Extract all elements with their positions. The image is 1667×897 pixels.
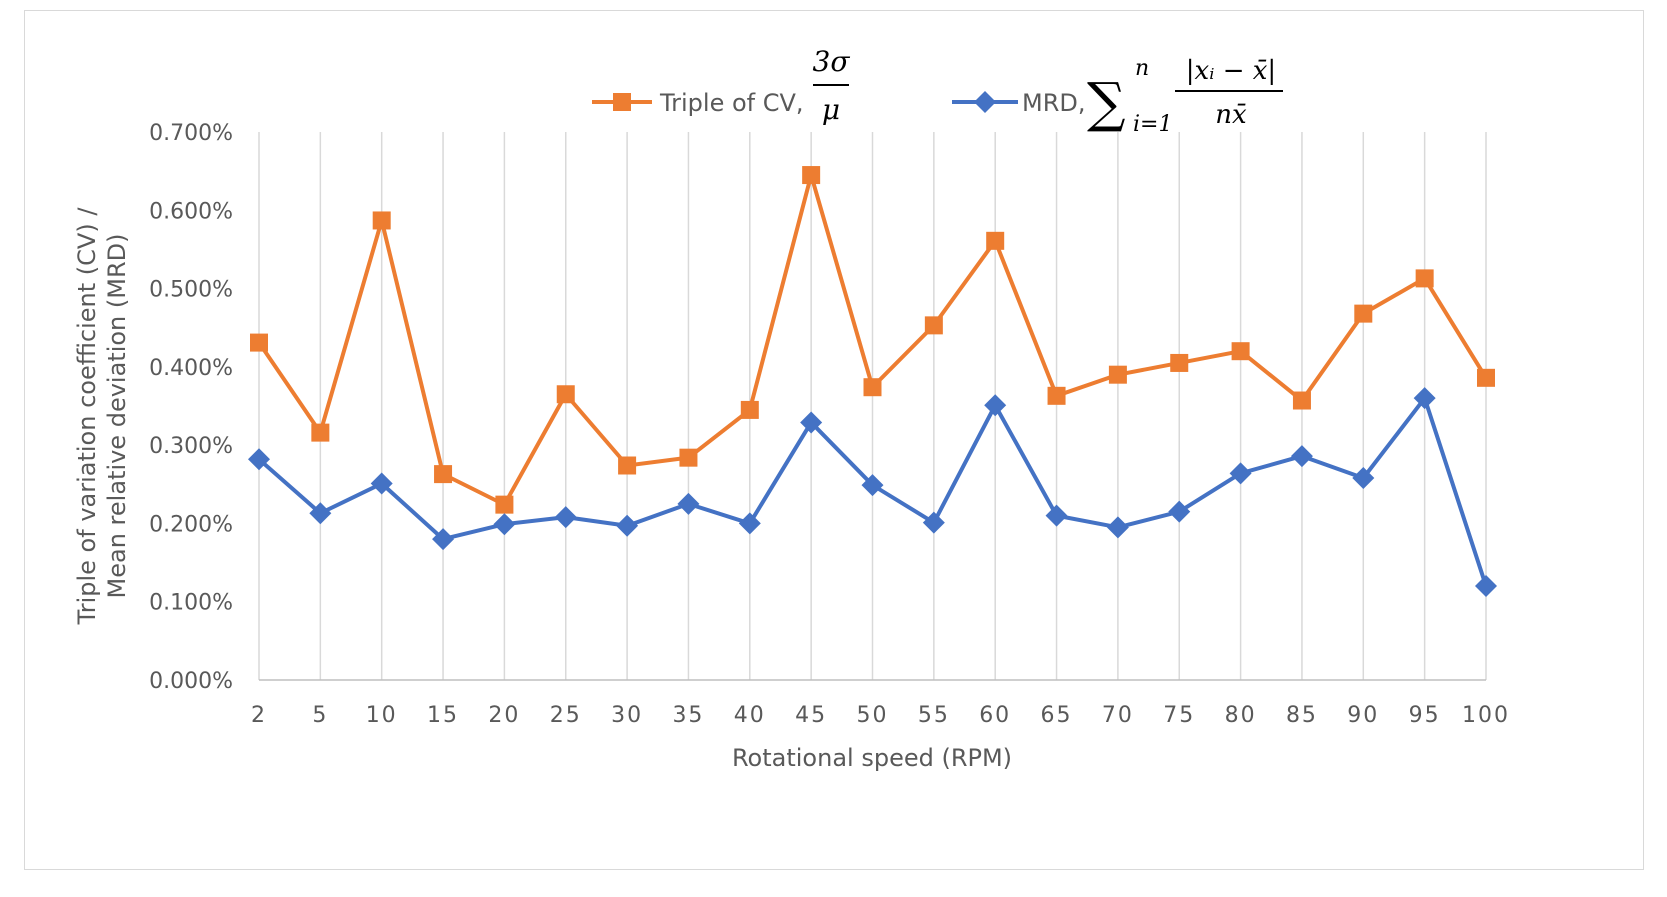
- data-point-square: [618, 456, 637, 475]
- x-tick-label: 65: [1041, 703, 1073, 728]
- legend-label-mrd: MRD,: [1022, 89, 1086, 117]
- data-point-square: [679, 448, 698, 467]
- data-point-square: [495, 495, 514, 514]
- data-point-diamond: [800, 411, 823, 434]
- x-tick-label: 5: [312, 703, 328, 728]
- x-tick-label: 50: [857, 703, 889, 728]
- data-point-diamond: [1413, 387, 1436, 410]
- data-point-diamond: [922, 511, 945, 534]
- data-point-square: [802, 166, 821, 185]
- data-point-diamond: [1045, 504, 1068, 527]
- data-point-square: [1292, 391, 1311, 410]
- legend-label-cv: Triple of CV,: [659, 89, 804, 117]
- data-point-square: [863, 378, 882, 397]
- y-tick-label: 0.000%: [149, 669, 233, 694]
- data-point-square: [434, 465, 453, 484]
- x-tick-label: 80: [1225, 703, 1257, 728]
- data-point-diamond: [1290, 445, 1313, 468]
- y-tick-label: 0.600%: [149, 199, 233, 224]
- formula-mrd-sum-lower: i=1: [1133, 112, 1172, 137]
- x-tick-label: 85: [1286, 703, 1318, 728]
- x-tick-label: 60: [979, 703, 1011, 728]
- y-axis-title-line-1: Triple of variation coefficient (CV) /: [73, 207, 101, 626]
- y-tick-label: 0.400%: [149, 356, 233, 381]
- line-chart: 0.000% 0.100% 0.200% 0.300% 0.400% 0.500% 0.60…: [73, 45, 1510, 772]
- data-point-square: [1170, 353, 1189, 372]
- data-point-diamond: [493, 513, 516, 536]
- y-tick-label: 0.200%: [149, 512, 233, 537]
- legend-item-cv: Triple of CV, 3σ μ: [592, 45, 850, 126]
- legend: Triple of CV, 3σ μ MRD, ∑ n i=1 |xᵢ − x̄…: [592, 45, 1283, 137]
- data-point-diamond: [1168, 500, 1191, 523]
- x-tick-label: 30: [611, 703, 643, 728]
- series-cv: [250, 166, 1495, 514]
- data-point-diamond: [432, 528, 455, 551]
- x-tick-label: 35: [672, 703, 704, 728]
- series-mrd: [248, 387, 1497, 598]
- x-tick-label: 40: [734, 703, 766, 728]
- x-tick-label: 55: [918, 703, 950, 728]
- data-point-diamond: [1475, 575, 1497, 598]
- legend-marker-square: [613, 93, 631, 111]
- data-point-square: [1354, 304, 1373, 323]
- x-tick-label: 2: [251, 703, 267, 728]
- data-point-square: [311, 423, 330, 442]
- data-point-square: [1477, 368, 1495, 387]
- series-lines: [248, 166, 1497, 598]
- legend-marker-diamond: [974, 91, 996, 113]
- data-point-diamond: [738, 512, 761, 535]
- data-point-diamond: [861, 474, 884, 497]
- data-point-square: [1415, 269, 1434, 288]
- formula-cv-numerator: 3σ: [813, 45, 851, 78]
- x-tick-label: 100: [1462, 703, 1510, 728]
- x-tick-label: 75: [1163, 703, 1195, 728]
- formula-mrd: ∑ n i=1 |xᵢ − x̄| nx̄: [1087, 56, 1283, 137]
- data-point-square: [1108, 365, 1127, 384]
- data-point-diamond: [677, 492, 700, 515]
- data-point-square: [250, 333, 268, 352]
- data-point-square: [1047, 386, 1066, 405]
- data-point-diamond: [370, 472, 393, 495]
- y-tick-label: 0.100%: [149, 591, 233, 616]
- data-point-square: [986, 231, 1005, 250]
- y-axis-title: Triple of variation coefficient (CV) / M…: [73, 207, 131, 626]
- data-point-square: [372, 211, 391, 230]
- data-point-diamond: [554, 506, 577, 529]
- y-tick-label: 0.300%: [149, 434, 233, 459]
- x-tick-label: 15: [427, 703, 459, 728]
- data-point-square: [556, 385, 575, 404]
- formula-mrd-numerator: |xᵢ − x̄|: [1186, 56, 1276, 86]
- data-point-diamond: [1106, 516, 1129, 539]
- data-point-diamond: [984, 394, 1007, 417]
- x-axis-title: Rotational speed (RPM): [732, 744, 1012, 772]
- data-point-square: [740, 400, 759, 419]
- data-point-diamond: [1352, 467, 1375, 490]
- y-tick-label: 0.500%: [149, 278, 233, 303]
- formula-mrd-sum-upper: n: [1135, 56, 1149, 81]
- data-point-diamond: [616, 514, 639, 537]
- data-point-diamond: [248, 448, 270, 471]
- y-tick-label: 0.700%: [149, 121, 233, 146]
- x-tick-label: 90: [1347, 703, 1379, 728]
- formula-mrd-sum-symbol: ∑: [1087, 71, 1126, 134]
- x-tick-label: 45: [795, 703, 827, 728]
- data-point-square: [1231, 342, 1250, 361]
- data-point-diamond: [309, 502, 332, 525]
- formula-mrd-denominator: nx̄: [1215, 100, 1247, 130]
- data-point-diamond: [1229, 462, 1252, 485]
- x-tick-label: 70: [1102, 703, 1134, 728]
- y-axis-title-line-2: Mean relative deviation (MRD): [103, 234, 131, 599]
- x-tick-label: 20: [488, 703, 520, 728]
- x-tick-label: 10: [366, 703, 398, 728]
- y-tick-labels: 0.000% 0.100% 0.200% 0.300% 0.400% 0.500% 0.60…: [149, 121, 233, 694]
- formula-cv: 3σ μ: [813, 45, 851, 126]
- x-tick-label: 95: [1409, 703, 1441, 728]
- data-point-square: [924, 316, 943, 335]
- formula-cv-denominator: μ: [822, 93, 840, 126]
- x-tick-labels: 2 5 10 15 20 25 30 35 40 45 50 55 60 65 70 75 80 85 90 95 10…: [251, 703, 1510, 728]
- legend-item-mrd: MRD, ∑ n i=1 |xᵢ − x̄| nx̄: [952, 56, 1283, 137]
- x-tick-label: 25: [550, 703, 582, 728]
- chart-frame: 0.000% 0.100% 0.200% 0.300% 0.400% 0.500% 0.60…: [24, 10, 1644, 870]
